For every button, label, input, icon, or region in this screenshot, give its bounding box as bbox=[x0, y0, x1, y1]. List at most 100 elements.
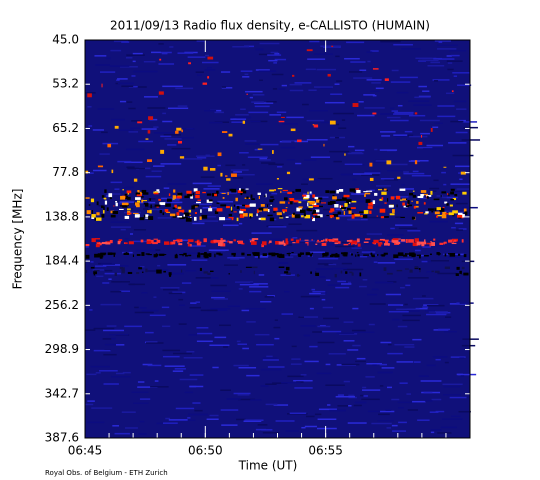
texture bbox=[230, 206, 233, 211]
texture bbox=[372, 364, 377, 366]
texture bbox=[204, 252, 207, 255]
texture bbox=[321, 242, 327, 246]
texture bbox=[418, 268, 421, 270]
texture bbox=[92, 269, 105, 271]
texture bbox=[270, 196, 274, 198]
texture bbox=[110, 290, 122, 293]
texture bbox=[145, 214, 149, 217]
texture bbox=[430, 429, 442, 431]
texture bbox=[287, 191, 293, 195]
texture bbox=[277, 188, 283, 190]
texture bbox=[257, 424, 268, 426]
texture bbox=[457, 373, 477, 376]
texture bbox=[408, 160, 420, 162]
texture bbox=[323, 143, 325, 147]
texture bbox=[405, 205, 409, 208]
texture bbox=[356, 238, 360, 243]
texture bbox=[117, 160, 132, 163]
texture bbox=[446, 203, 449, 206]
texture bbox=[237, 240, 244, 244]
texture bbox=[366, 190, 373, 192]
texture bbox=[323, 239, 325, 242]
texture bbox=[150, 386, 169, 388]
texture bbox=[449, 49, 467, 52]
texture bbox=[306, 49, 313, 52]
texture bbox=[444, 266, 450, 270]
texture bbox=[452, 154, 474, 157]
texture bbox=[422, 295, 426, 297]
texture bbox=[233, 171, 242, 173]
texture bbox=[306, 415, 315, 418]
texture bbox=[220, 204, 227, 207]
texture bbox=[172, 291, 186, 294]
texture bbox=[194, 216, 197, 221]
texture bbox=[343, 268, 364, 271]
texture bbox=[95, 217, 102, 221]
texture bbox=[124, 238, 129, 240]
texture bbox=[258, 195, 260, 199]
texture bbox=[283, 244, 293, 246]
texture bbox=[180, 128, 195, 130]
texture bbox=[351, 214, 355, 219]
texture bbox=[158, 63, 175, 65]
texture bbox=[443, 242, 445, 245]
texture bbox=[388, 310, 409, 313]
texture bbox=[267, 54, 282, 56]
texture bbox=[145, 268, 148, 273]
texture bbox=[113, 205, 115, 207]
texture bbox=[283, 211, 285, 214]
texture bbox=[338, 215, 353, 217]
texture bbox=[344, 203, 348, 207]
texture bbox=[380, 113, 398, 115]
y-tick-label: 256.2 bbox=[45, 298, 79, 312]
texture bbox=[154, 204, 161, 207]
texture bbox=[292, 212, 296, 215]
texture bbox=[424, 400, 433, 402]
texture bbox=[85, 197, 90, 199]
texture bbox=[253, 283, 268, 285]
texture bbox=[133, 240, 148, 243]
texture bbox=[352, 178, 357, 181]
y-tick-label: 387.6 bbox=[45, 431, 79, 445]
texture bbox=[114, 200, 121, 203]
texture bbox=[374, 148, 378, 151]
texture bbox=[85, 246, 89, 248]
texture bbox=[260, 300, 272, 303]
texture bbox=[315, 215, 321, 219]
texture bbox=[348, 201, 351, 204]
texture bbox=[429, 220, 449, 223]
texture bbox=[119, 290, 131, 293]
texture bbox=[343, 243, 349, 246]
texture bbox=[276, 111, 287, 114]
texture bbox=[416, 254, 422, 257]
texture bbox=[139, 307, 147, 309]
texture bbox=[107, 252, 113, 256]
texture bbox=[456, 188, 470, 190]
texture bbox=[108, 278, 112, 280]
texture bbox=[426, 195, 432, 197]
texture bbox=[453, 211, 464, 213]
texture bbox=[152, 242, 158, 245]
texture bbox=[397, 325, 408, 328]
texture bbox=[267, 366, 285, 368]
texture bbox=[231, 252, 236, 256]
texture bbox=[362, 250, 372, 252]
texture bbox=[109, 333, 129, 336]
texture bbox=[455, 202, 468, 205]
texture bbox=[231, 121, 245, 123]
texture bbox=[346, 207, 351, 211]
texture bbox=[309, 253, 313, 257]
texture bbox=[268, 163, 284, 166]
texture bbox=[360, 394, 364, 397]
texture bbox=[331, 253, 337, 257]
texture bbox=[390, 227, 395, 230]
texture bbox=[163, 422, 178, 424]
y-tick-label: 342.7 bbox=[45, 386, 79, 400]
texture bbox=[221, 192, 226, 194]
texture bbox=[238, 288, 243, 290]
texture bbox=[320, 240, 324, 242]
texture bbox=[124, 161, 143, 164]
texture bbox=[217, 152, 222, 157]
texture bbox=[285, 430, 300, 432]
texture bbox=[308, 205, 313, 208]
